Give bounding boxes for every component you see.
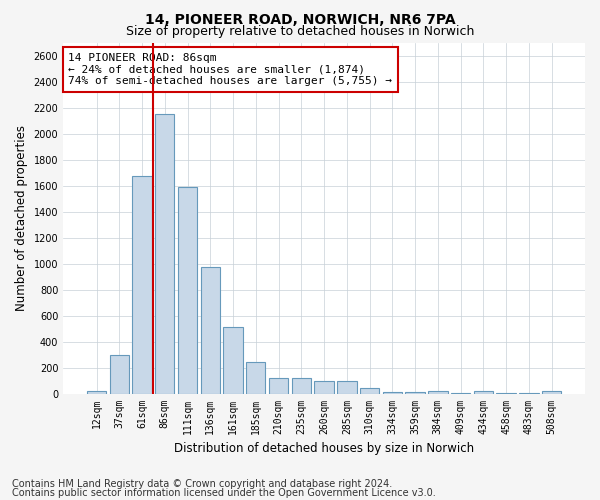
Text: Contains public sector information licensed under the Open Government Licence v3: Contains public sector information licen… [12, 488, 436, 498]
Bar [496, 393, 516, 394]
Bar [110, 354, 129, 394]
Bar [178, 187, 197, 394]
Bar [360, 388, 379, 394]
Bar [87, 391, 106, 394]
Bar [383, 392, 402, 394]
Bar [428, 391, 448, 394]
X-axis label: Distribution of detached houses by size in Norwich: Distribution of detached houses by size … [174, 442, 474, 455]
Bar [473, 391, 493, 394]
Bar [519, 393, 539, 394]
Bar [223, 327, 243, 394]
Text: 14 PIONEER ROAD: 86sqm
← 24% of detached houses are smaller (1,874)
74% of semi-: 14 PIONEER ROAD: 86sqm ← 24% of detached… [68, 53, 392, 86]
Bar [155, 114, 175, 394]
Bar [314, 381, 334, 394]
Bar [269, 378, 288, 394]
Bar [542, 391, 561, 394]
Y-axis label: Number of detached properties: Number of detached properties [15, 125, 28, 311]
Bar [406, 392, 425, 394]
Text: Contains HM Land Registry data © Crown copyright and database right 2024.: Contains HM Land Registry data © Crown c… [12, 479, 392, 489]
Text: 14, PIONEER ROAD, NORWICH, NR6 7PA: 14, PIONEER ROAD, NORWICH, NR6 7PA [145, 12, 455, 26]
Bar [246, 362, 265, 394]
Bar [337, 381, 356, 394]
Bar [451, 393, 470, 394]
Bar [200, 268, 220, 394]
Bar [133, 176, 152, 394]
Bar [292, 378, 311, 394]
Text: Size of property relative to detached houses in Norwich: Size of property relative to detached ho… [126, 25, 474, 38]
